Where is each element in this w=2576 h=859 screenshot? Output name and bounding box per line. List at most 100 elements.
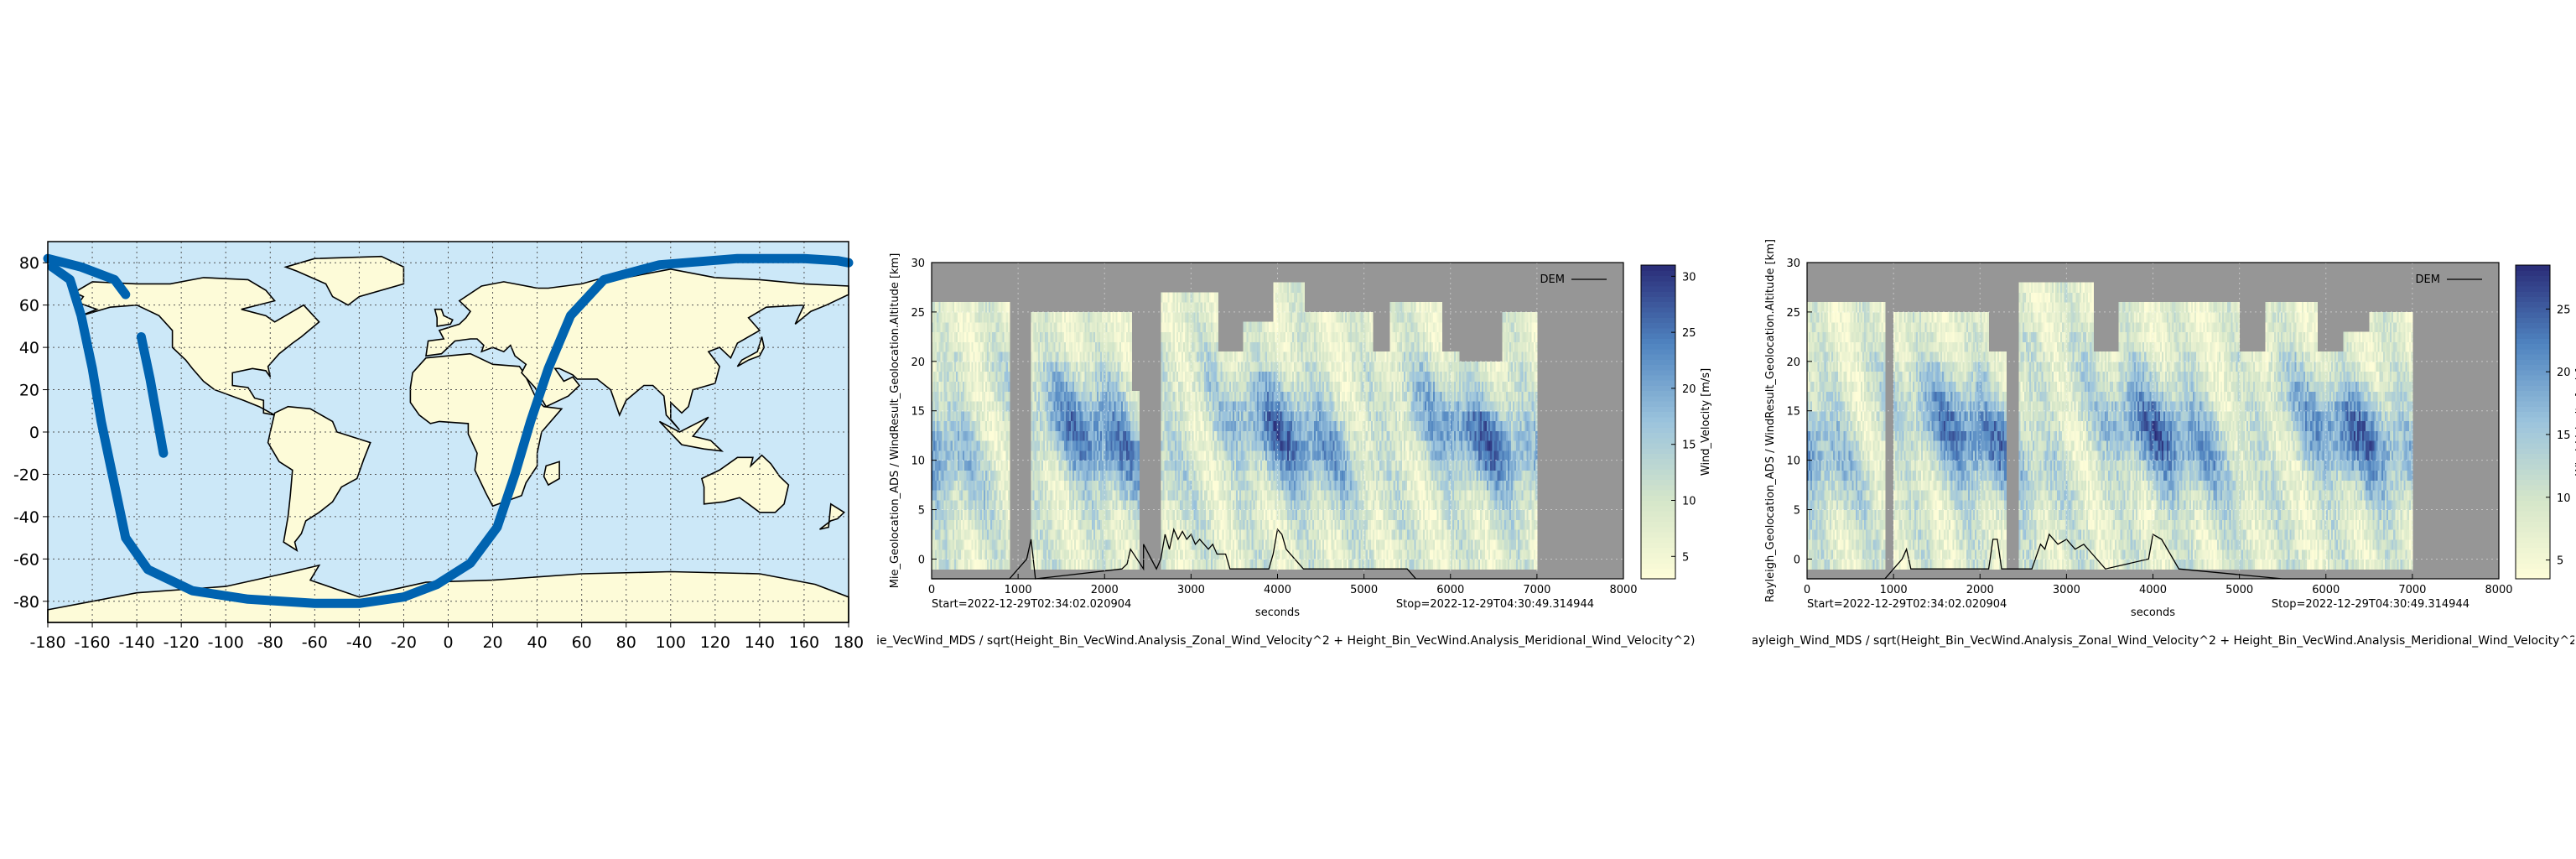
wind-cell [942, 480, 945, 491]
wind-cell [935, 559, 937, 570]
wind-cell [978, 311, 981, 323]
wind-cell [989, 430, 991, 441]
wind-cell [971, 559, 974, 570]
wind-cell [1002, 529, 1005, 540]
wind-cell [957, 440, 960, 451]
wind-cell [973, 430, 976, 441]
wind-cell [963, 410, 965, 422]
wind-cell [937, 410, 939, 422]
wind-cell [999, 410, 1002, 422]
wind-cell [1137, 509, 1140, 520]
wind-cell [937, 529, 939, 540]
wind-cell [959, 430, 962, 441]
wind-cell [933, 450, 936, 461]
wind-cell [959, 381, 962, 392]
wind-cell [976, 331, 979, 342]
wind-cell [935, 391, 937, 402]
wind-cell [984, 321, 988, 333]
wind-cell [932, 470, 934, 481]
wind-cell [933, 499, 936, 511]
wind-cell [978, 559, 981, 570]
land-africa [409, 352, 564, 508]
wind-cell [933, 430, 936, 441]
wind-cell [992, 549, 995, 560]
wind-cell [957, 489, 960, 501]
wind-cell [968, 311, 970, 323]
wind-cell [961, 341, 963, 352]
wind-cell [987, 440, 989, 451]
wind-cell [973, 361, 976, 372]
wind-cell [984, 529, 988, 540]
wind-cell [987, 499, 989, 511]
wind-cell [940, 480, 943, 491]
wind-cell [974, 489, 978, 501]
wind-cell [974, 410, 978, 422]
wind-cell [942, 529, 945, 540]
wind-cell [987, 391, 989, 402]
wind-cell [1032, 480, 1036, 491]
wind-cell [1137, 391, 1140, 402]
wind-cell [995, 499, 998, 511]
wind-cell [947, 381, 950, 392]
wind-cell [1007, 341, 1010, 352]
wind-cell [999, 321, 1002, 333]
wind-cell [976, 361, 979, 372]
wind-cell [1034, 489, 1037, 501]
wind-cell [968, 480, 970, 491]
wind-cell [947, 351, 950, 362]
wind-cell [937, 361, 939, 372]
wind-cell [1031, 400, 1034, 412]
wind-cell [959, 410, 962, 422]
wind-cell [997, 430, 1000, 441]
wind-cell [948, 489, 952, 501]
wind-cell [961, 430, 963, 441]
wind-cell [979, 410, 983, 422]
wind-cell [1034, 311, 1037, 323]
wind-cell [1034, 400, 1037, 412]
x-tick-label: 160 [789, 633, 819, 652]
wind-cell [994, 420, 996, 431]
land-indonesia [658, 416, 724, 452]
wind-cell [978, 529, 981, 540]
wind-cell [971, 391, 974, 402]
wind-cell [940, 381, 943, 392]
wind-cell [961, 450, 963, 461]
wind-cell [1032, 460, 1036, 471]
wind-cell [983, 341, 986, 352]
wind-cell [961, 529, 963, 540]
wind-cell [1002, 440, 1005, 451]
wind-cell [959, 321, 962, 333]
wind-cell [943, 519, 947, 530]
wind-cell [1007, 519, 1010, 530]
land-japan [736, 336, 766, 367]
wind-cell [940, 400, 943, 412]
wind-cell [983, 499, 986, 511]
wind-cell [983, 381, 986, 392]
wind-cell [1002, 361, 1005, 372]
wind-cell [995, 341, 998, 352]
wind-cell [935, 440, 937, 451]
wind-cell [1007, 450, 1010, 461]
wind-cell [950, 311, 953, 323]
wind-cell [937, 480, 939, 491]
wind-cell [971, 460, 974, 471]
wind-cell [942, 430, 945, 441]
wind-cell [935, 311, 937, 323]
wind-cell [971, 341, 974, 352]
wind-cell [989, 509, 991, 520]
wind-cell [999, 400, 1002, 412]
wind-cell [940, 549, 943, 560]
wind-cell [968, 331, 970, 342]
wind-cell [995, 361, 998, 372]
wind-cell [950, 499, 953, 511]
wind-cell [992, 559, 995, 570]
wind-cell [1031, 321, 1034, 333]
wind-cell [1000, 371, 1004, 382]
wind-cell [947, 470, 950, 481]
wind-cell [997, 440, 1000, 451]
wind-cell [1032, 420, 1036, 431]
wind-cell [955, 410, 958, 422]
wind-cell [969, 549, 973, 560]
wind-cell [969, 321, 973, 333]
wind-cell [957, 509, 960, 520]
